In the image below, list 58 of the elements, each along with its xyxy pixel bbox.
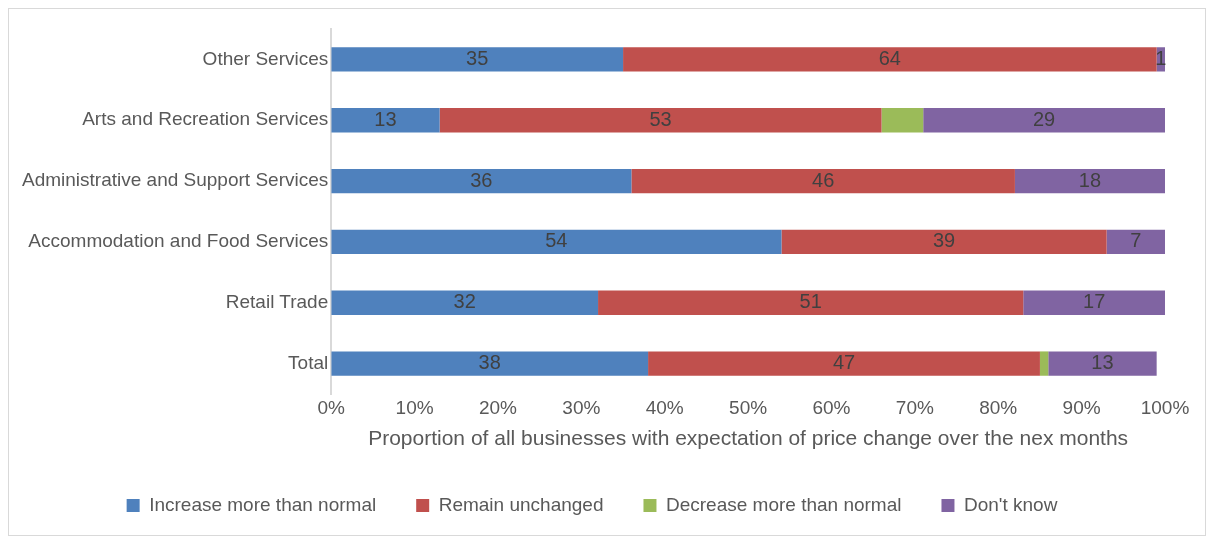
data-label: 39 xyxy=(932,229,956,252)
bar xyxy=(331,168,632,194)
y-tick-label: Other Services xyxy=(202,47,329,69)
bar xyxy=(623,47,1157,72)
x-tick-label: 90% xyxy=(1062,396,1101,418)
data-label: 64 xyxy=(878,46,901,69)
x-tick-label: 60% xyxy=(812,396,851,418)
x-tick-label: 0% xyxy=(317,396,346,418)
data-label: 17 xyxy=(1083,290,1106,313)
legend-label: Don't know xyxy=(963,493,1058,515)
x-tick-label: 20% xyxy=(478,396,518,418)
legend-label: Decrease more than normal xyxy=(665,493,902,515)
bar xyxy=(1106,229,1165,255)
data-label: 13 xyxy=(374,107,397,130)
bar xyxy=(1014,168,1165,194)
bar xyxy=(648,351,1040,376)
bar xyxy=(439,108,882,133)
bar xyxy=(1039,351,1049,376)
bar xyxy=(331,229,782,255)
bar xyxy=(331,108,440,133)
x-axis-title: Proportion of all businesses with expectation of price change over the nex months xyxy=(368,426,1129,450)
data-label: 53 xyxy=(649,107,672,130)
data-label: 18 xyxy=(1078,168,1102,191)
legend-label: Remain unchanged xyxy=(438,493,604,515)
bar xyxy=(781,229,1107,255)
x-tick-label: 80% xyxy=(979,396,1018,418)
bar xyxy=(1023,290,1165,315)
legend-label: Increase more than normal xyxy=(149,493,377,515)
y-tick-label: Administrative and Support Services xyxy=(21,169,329,191)
x-tick-label: 10% xyxy=(395,396,434,418)
data-label: 13 xyxy=(1091,351,1114,374)
data-label: 54 xyxy=(545,229,568,252)
bar xyxy=(631,168,1015,194)
bar xyxy=(331,351,649,376)
x-tick-label: 40% xyxy=(645,396,684,418)
data-label: 46 xyxy=(812,168,835,191)
x-tick-label: 100% xyxy=(1140,396,1190,418)
data-label: 35 xyxy=(466,46,489,69)
bar xyxy=(1048,351,1157,376)
x-tick-label: 50% xyxy=(729,396,768,418)
y-tick-label: Total xyxy=(288,351,329,373)
bar xyxy=(331,47,624,72)
x-tick-label: 70% xyxy=(895,396,934,418)
bar xyxy=(598,290,1024,315)
bar xyxy=(923,108,1165,133)
data-label: 29 xyxy=(1032,107,1056,130)
data-label: 47 xyxy=(832,351,856,374)
data-label: 32 xyxy=(453,290,476,313)
data-label: 51 xyxy=(799,290,822,313)
bar xyxy=(331,290,599,315)
data-label: 38 xyxy=(478,351,501,374)
x-tick-label: 30% xyxy=(562,396,601,418)
data-label: 36 xyxy=(470,168,493,191)
bar xyxy=(881,108,924,133)
y-tick-label: Arts and Recreation Services xyxy=(82,108,329,130)
y-tick-label: Retail Trade xyxy=(225,290,329,312)
data-label: 7 xyxy=(1130,229,1142,252)
y-tick-label: Accommodation and Food Services xyxy=(28,230,329,252)
